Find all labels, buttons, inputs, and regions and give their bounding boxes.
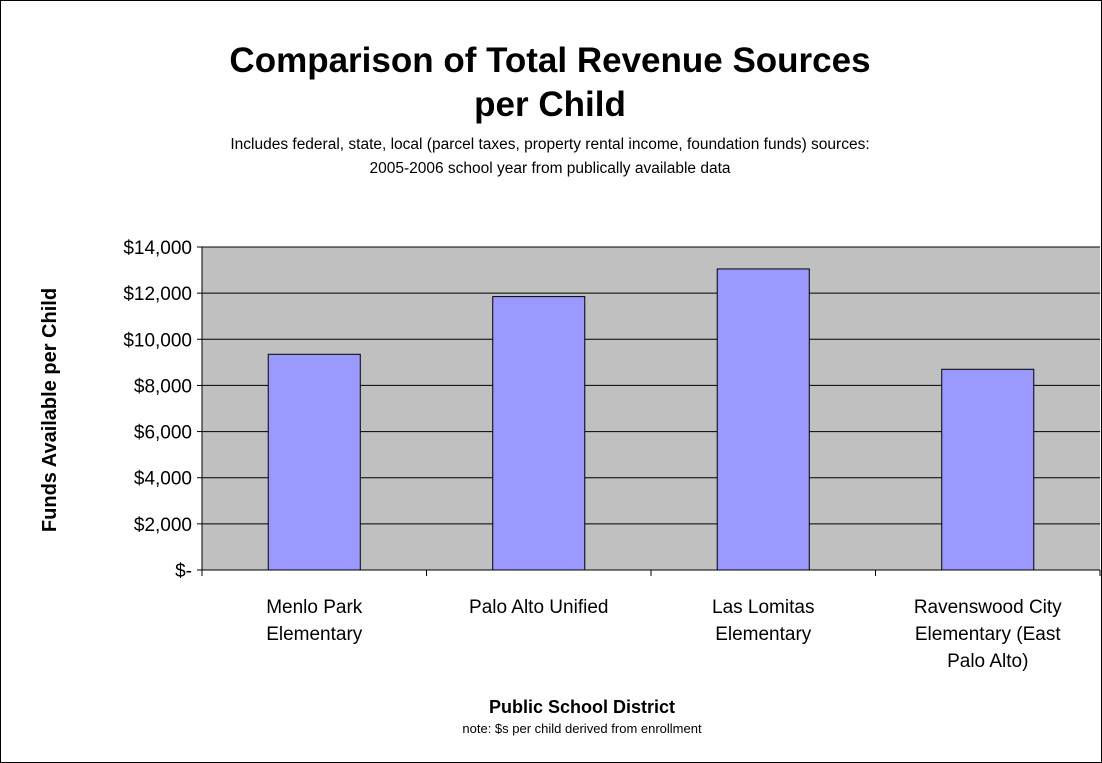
chart-note: note: $s per child derived from enrollme… [462, 721, 702, 736]
bars [267, 268, 1035, 571]
y-tick-label: $12,000 [123, 284, 192, 305]
y-tick-label: $14,000 [123, 238, 192, 259]
y-tick-label: $4,000 [134, 469, 192, 490]
y-tick-label: $2,000 [134, 515, 192, 536]
chart-title-line2: per Child [474, 85, 626, 124]
x-axis-label: Public School District [488, 697, 676, 717]
chart-subtitle-line2: 2005-2006 school year from publically av… [369, 160, 731, 177]
y-tick-labels: $- $2,000 $4,000 $6,000 $8,000 $10,000 $12,000… [123, 238, 192, 582]
bar [941, 368, 1035, 571]
axes [197, 246, 1101, 576]
y-tick-label: $8,000 [134, 376, 192, 397]
chart-title-line1: Comparison of Total Revenue Sources [229, 41, 871, 80]
x-tick-label: Las Lomitas Elementary [712, 597, 814, 645]
bar [492, 296, 586, 571]
x-tick-labels: Menlo Park Elementary Palo Alto Unified Las… [266, 597, 1062, 672]
y-tick-label: $- [175, 561, 192, 582]
x-tick-label: Palo Alto Unified [469, 597, 608, 618]
x-tick-label: Menlo Park Elementary [266, 597, 363, 645]
x-tick-label: Ravenswood City Elementary (East Palo Alto… [914, 597, 1062, 672]
bar [716, 268, 810, 571]
bar [267, 353, 361, 571]
y-tick-label: $6,000 [134, 423, 192, 444]
y-tick-label: $10,000 [123, 330, 192, 351]
chart-subtitle-line1: Includes federal, state, local (parcel t… [230, 136, 870, 153]
y-axis-label: Funds Available per Child [39, 288, 61, 532]
